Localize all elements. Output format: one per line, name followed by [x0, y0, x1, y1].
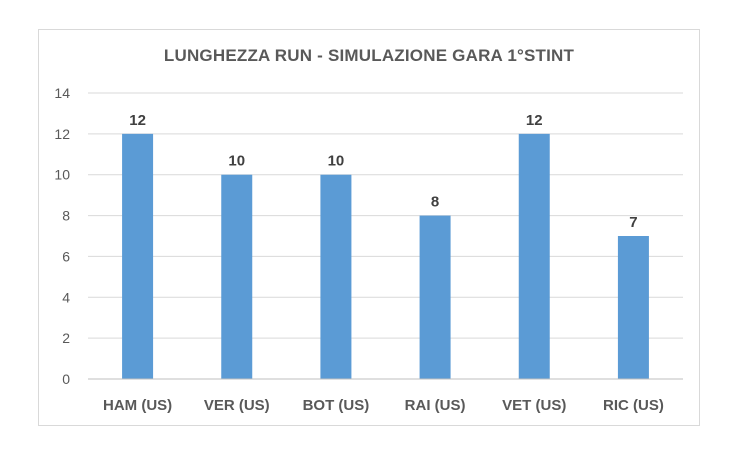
- data-label: 12: [526, 112, 543, 129]
- x-category-label: VET (US): [502, 397, 566, 414]
- y-tick-label: 12: [54, 126, 70, 142]
- bar: [518, 133, 550, 379]
- y-tick-label: 8: [62, 208, 70, 224]
- y-tick-label: 10: [54, 167, 70, 183]
- bar: [419, 215, 451, 379]
- y-tick-label: 0: [62, 371, 70, 387]
- data-label: 8: [431, 194, 439, 211]
- y-axis-ticks: 0 2 4 6 8 10 12 14: [54, 85, 70, 387]
- y-tick-label: 2: [62, 330, 70, 346]
- data-label: 10: [228, 153, 245, 170]
- x-category-label: BOT (US): [303, 397, 370, 414]
- data-label: 12: [129, 112, 146, 129]
- x-category-label: RIC (US): [603, 397, 664, 414]
- chart-title: LUNGHEZZA RUN - SIMULAZIONE GARA 1°STINT: [163, 46, 575, 65]
- x-category-label: VER (US): [204, 397, 270, 414]
- bars: [122, 133, 649, 379]
- bar: [320, 174, 352, 379]
- bar: [617, 236, 649, 379]
- y-tick-label: 4: [62, 289, 70, 305]
- data-labels: 12 10 10 8 12 7: [129, 112, 637, 231]
- gridlines: [88, 92, 683, 339]
- data-label: 10: [328, 153, 345, 170]
- data-label: 7: [629, 214, 637, 231]
- x-category-label: RAI (US): [405, 397, 466, 414]
- x-category-label: HAM (US): [103, 397, 172, 414]
- x-axis-categories: HAM (US) VER (US) BOT (US) RAI (US) VET (US)…: [103, 397, 664, 414]
- bar: [122, 133, 154, 379]
- y-tick-label: 6: [62, 248, 70, 264]
- y-tick-label: 14: [54, 85, 70, 101]
- bar: [221, 174, 253, 379]
